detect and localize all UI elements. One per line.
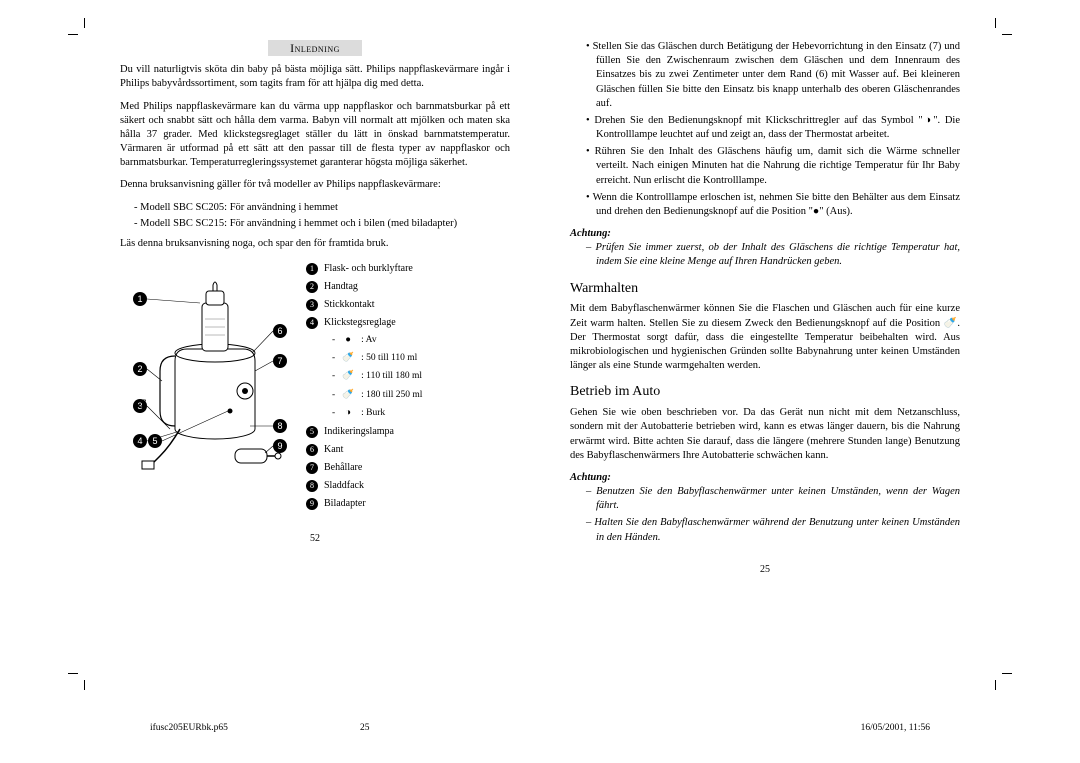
instruction-bullets: • Stellen Sie das Gläschen durch Betätig… [570, 40, 960, 219]
svg-text:5: 5 [152, 436, 157, 446]
svg-text:9: 9 [277, 441, 282, 451]
warmhalten-para: Mit dem Babyflaschenwärmer können Sie di… [570, 302, 960, 373]
auto-para: Gehen Sie wie oben beschrieben vor. Da d… [570, 406, 960, 463]
footer-datetime: 16/05/2001, 11:56 [861, 723, 930, 733]
dial-symbol: 🍼 [341, 369, 355, 384]
page-number: 25 [570, 563, 960, 577]
legend-text: Kant [324, 442, 343, 458]
dial-item: - 🍼: 50 till 110 ml [332, 351, 510, 366]
svg-text:2: 2 [137, 364, 142, 374]
right-page: • Stellen Sie das Gläschen durch Betätig… [560, 40, 1030, 680]
legend-text: Flask- och burklyftare [324, 261, 413, 277]
model-text: Modell SBC SC205: För användning i hemme… [140, 202, 338, 213]
warning-text: Benutzen Sie den Babyflaschenwärmer unte… [596, 486, 960, 511]
legend-text: Sladdfack [324, 478, 364, 494]
warning-text: Halten Sie den Babyflaschenwärmer währen… [594, 517, 960, 542]
dial-label: : 50 till 110 ml [361, 351, 417, 366]
legend-text: Behållare [324, 460, 362, 476]
legend-text: Handtag [324, 279, 358, 295]
legend-text: Stickkontakt [324, 297, 375, 313]
dial-symbol: 🍼 [341, 388, 355, 403]
bullet-text: Rühren Sie den Inhalt des Gläschens häuf… [595, 146, 960, 185]
legend-item: 2Handtag [306, 279, 510, 295]
legend-text: Indikeringslampa [324, 424, 394, 440]
dial-item: - ●: Av [332, 333, 510, 348]
dial-item: - ◑: Burk [332, 406, 510, 421]
bullet-text: Stellen Sie das Gläschen durch Betätigun… [593, 41, 960, 109]
section-warmhalten: Warmhalten [570, 280, 960, 299]
svg-text:8: 8 [277, 421, 282, 431]
legend-text: Biladapter [324, 496, 366, 512]
warning-text: Prüfen Sie immer zuerst, ob der Inhalt d… [596, 242, 960, 267]
warning-list: – Benutzen Sie den Babyflaschenwärmer un… [570, 485, 960, 545]
legend-text: Klickstegsreglage [324, 315, 396, 331]
warning-item: – Benutzen Sie den Babyflaschenwärmer un… [586, 485, 960, 513]
bullet-text: Drehen Sie den Bedienungsknopf mit Klick… [594, 115, 960, 140]
model-list: - Modell SBC SC205: För användning i hem… [120, 201, 510, 231]
print-footer: ifusc205EURbk.p65 25 16/05/2001, 11:56 [150, 723, 930, 733]
intro-para-1: Du vill naturligtvis sköta din baby på b… [120, 63, 510, 91]
svg-text:4: 4 [137, 436, 142, 446]
footer-pagenum: 25 [360, 723, 370, 733]
legend-item: 6Kant [306, 442, 510, 458]
intro-para-3: Denna bruksanvisning gäller för två mode… [120, 178, 510, 192]
dial-label: : 110 till 180 ml [361, 369, 422, 384]
bullet-text: Wenn die Kontrolllampe erloschen ist, ne… [593, 192, 960, 217]
warning-label: Achtung: [570, 471, 960, 485]
heading-text: Inledning [268, 40, 362, 56]
dial-label: : Av [361, 333, 376, 348]
page-spread: S Inledning Du vill naturligtvis sköta d… [50, 40, 1030, 680]
svg-text:6: 6 [277, 326, 282, 336]
bullet-item: • Drehen Sie den Bedienungsknopf mit Kli… [586, 114, 960, 142]
svg-text:7: 7 [277, 356, 282, 366]
section-auto: Betrieb im Auto [570, 383, 960, 402]
dial-label: : Burk [361, 406, 385, 421]
warning-list: – Prüfen Sie immer zuerst, ob der Inhalt… [570, 241, 960, 269]
bullet-item: • Rühren Sie den Inhalt des Gläschens hä… [586, 145, 960, 188]
dial-positions: - ●: Av - 🍼: 50 till 110 ml - 🍼: 110 til… [306, 333, 510, 421]
page-number: 52 [120, 532, 510, 546]
warning-label: Achtung: [570, 227, 960, 241]
dial-symbol: ● [341, 333, 355, 348]
warning-item: – Prüfen Sie immer zuerst, ob der Inhalt… [586, 241, 960, 269]
model-text: Modell SBC SC215: För användning i hemme… [140, 218, 457, 229]
legend-item: 9Biladapter [306, 496, 510, 512]
intro-para-4: Läs denna bruksanvisning noga, och spar … [120, 237, 510, 251]
footer-filename: ifusc205EURbk.p65 [150, 723, 228, 733]
language-tab: S [140, 395, 147, 413]
legend-item: 1Flask- och burklyftare [306, 261, 510, 277]
dial-item: - 🍼: 110 till 180 ml [332, 369, 510, 384]
bullet-item: • Wenn die Kontrolllampe erloschen ist, … [586, 191, 960, 219]
legend-item: 4Klickstegsreglage [306, 315, 510, 331]
dial-item: - 🍼: 180 till 250 ml [332, 388, 510, 403]
model-item: - Modell SBC SC215: För användning i hem… [134, 217, 510, 231]
intro-para-2: Med Philips nappflaskevärmare kan du vär… [120, 100, 510, 171]
diagram-area: 1 2 3 4 5 6 7 8 [120, 261, 510, 514]
dial-symbol: ◑ [341, 406, 355, 421]
crop-mark [994, 20, 1010, 36]
svg-text:1: 1 [137, 294, 142, 304]
dial-symbol: 🍼 [341, 351, 355, 366]
section-heading: Inledning [120, 40, 510, 57]
legend-item: 3Stickkontakt [306, 297, 510, 313]
legend-item: 5Indikeringslampa [306, 424, 510, 440]
bullet-item: • Stellen Sie das Gläschen durch Betätig… [586, 40, 960, 111]
crop-mark [70, 20, 86, 36]
left-page: S Inledning Du vill naturligtvis sköta d… [50, 40, 520, 680]
legend-item: 8Sladdfack [306, 478, 510, 494]
product-diagram: 1 2 3 4 5 6 7 8 [120, 261, 290, 481]
legend-item: 7Behållare [306, 460, 510, 476]
dial-label: : 180 till 250 ml [361, 388, 422, 403]
model-item: - Modell SBC SC205: För användning i hem… [134, 201, 510, 215]
diagram-legend: 1Flask- och burklyftare 2Handtag 3Stickk… [306, 261, 510, 514]
warning-item: – Halten Sie den Babyflaschenwärmer währ… [586, 516, 960, 544]
